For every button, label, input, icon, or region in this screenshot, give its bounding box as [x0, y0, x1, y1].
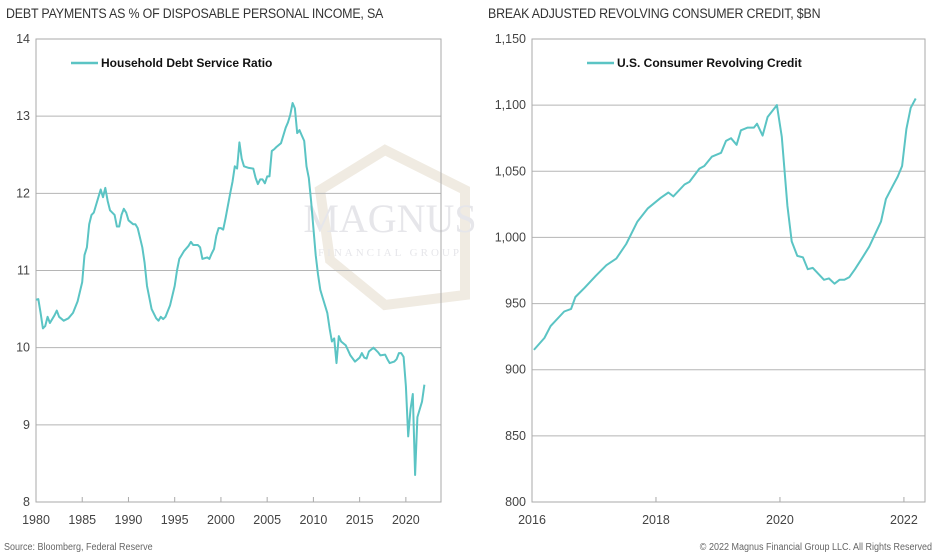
x-tick-label: 2020: [392, 513, 420, 527]
x-tick-label: 1980: [22, 513, 50, 527]
legend-label: Household Debt Service Ratio: [101, 56, 272, 70]
x-tick-label: 2010: [299, 513, 327, 527]
x-tick-label: 2022: [890, 513, 918, 527]
x-tick-label: 2015: [346, 513, 374, 527]
plot-frame: [531, 38, 926, 503]
left-chart: 8 9 10 11 12 13 14 1980 1985 1990 1995 2000 2005 2010…: [16, 32, 442, 527]
x-tick-label: 1990: [115, 513, 143, 527]
watermark-emblem: [314, 144, 470, 311]
x-tick-label: 1985: [68, 513, 96, 527]
y-tick-label: 850: [505, 429, 526, 443]
series-line: [533, 98, 917, 351]
left-chart-title: DEBT PAYMENTS AS % OF DISPOSABLE PERSONA…: [6, 6, 384, 21]
x-tick-label: 2000: [207, 513, 235, 527]
x-tick-label: 2018: [642, 513, 670, 527]
series-line: [35, 102, 426, 476]
y-tick-label: 12: [16, 186, 30, 200]
copyright-note: © 2022 Magnus Financial Group LLC. All R…: [699, 542, 932, 553]
watermark-line1: MAGNUS: [303, 196, 476, 241]
watermark: MAGNUS FINANCIAL GROUP: [303, 144, 477, 311]
legend-label: U.S. Consumer Revolving Credit: [617, 56, 802, 70]
y-tick-label: 950: [505, 297, 526, 311]
y-tick-label: 900: [505, 363, 526, 377]
y-tick-label: 1,050: [495, 164, 526, 178]
y-tick-label: 11: [17, 264, 30, 278]
y-tick-label: 800: [505, 495, 526, 509]
y-tick-label: 1,150: [495, 32, 526, 46]
source-note: Source: Bloomberg, Federal Reserve: [4, 542, 153, 553]
x-tick-label: 2005: [253, 513, 281, 527]
y-tick-label: 10: [16, 341, 30, 355]
x-tick-label: 2020: [766, 513, 794, 527]
watermark-line2: FINANCIAL GROUP: [318, 247, 462, 259]
x-tick-label: 2016: [518, 513, 546, 527]
right-chart-title: BREAK ADJUSTED REVOLVING CONSUMER CREDIT…: [488, 6, 821, 21]
y-tick-label: 13: [16, 109, 30, 123]
y-tick-label: 1,000: [495, 230, 526, 244]
y-tick-label: 14: [16, 32, 30, 46]
right-chart: 800 850 900 950 1,000 1,050 1,100 1,150 2016 2018…: [495, 32, 926, 527]
x-tick-label: 1995: [161, 513, 189, 527]
y-tick-label: 1,100: [495, 98, 526, 112]
plot-frame: [35, 38, 442, 503]
y-tick-label: 9: [23, 418, 30, 432]
y-tick-label: 8: [23, 495, 30, 509]
